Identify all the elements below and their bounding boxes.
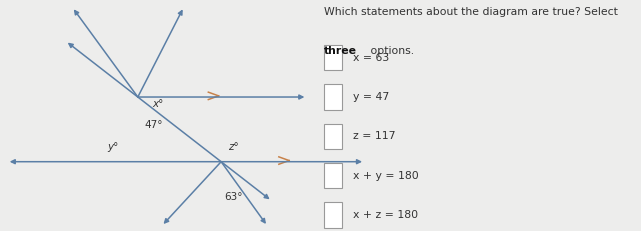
Text: y°: y° (107, 143, 119, 152)
Text: three: three (324, 46, 356, 56)
Text: x + z = 180: x + z = 180 (353, 210, 419, 220)
Text: x = 63: x = 63 (353, 53, 390, 63)
Text: 63°: 63° (224, 192, 243, 202)
Text: options.: options. (367, 46, 415, 56)
Text: 47°: 47° (144, 120, 163, 130)
Text: x + y = 180: x + y = 180 (353, 170, 419, 181)
Text: Which statements about the diagram are true? Select: Which statements about the diagram are t… (324, 7, 617, 17)
Text: x°: x° (152, 99, 163, 109)
Bar (324, 84, 342, 110)
Bar (324, 202, 342, 228)
Bar (324, 163, 342, 188)
Text: z = 117: z = 117 (353, 131, 395, 141)
Text: y = 47: y = 47 (353, 92, 390, 102)
Bar (324, 45, 342, 70)
Bar (324, 124, 342, 149)
Text: z°: z° (228, 143, 238, 152)
